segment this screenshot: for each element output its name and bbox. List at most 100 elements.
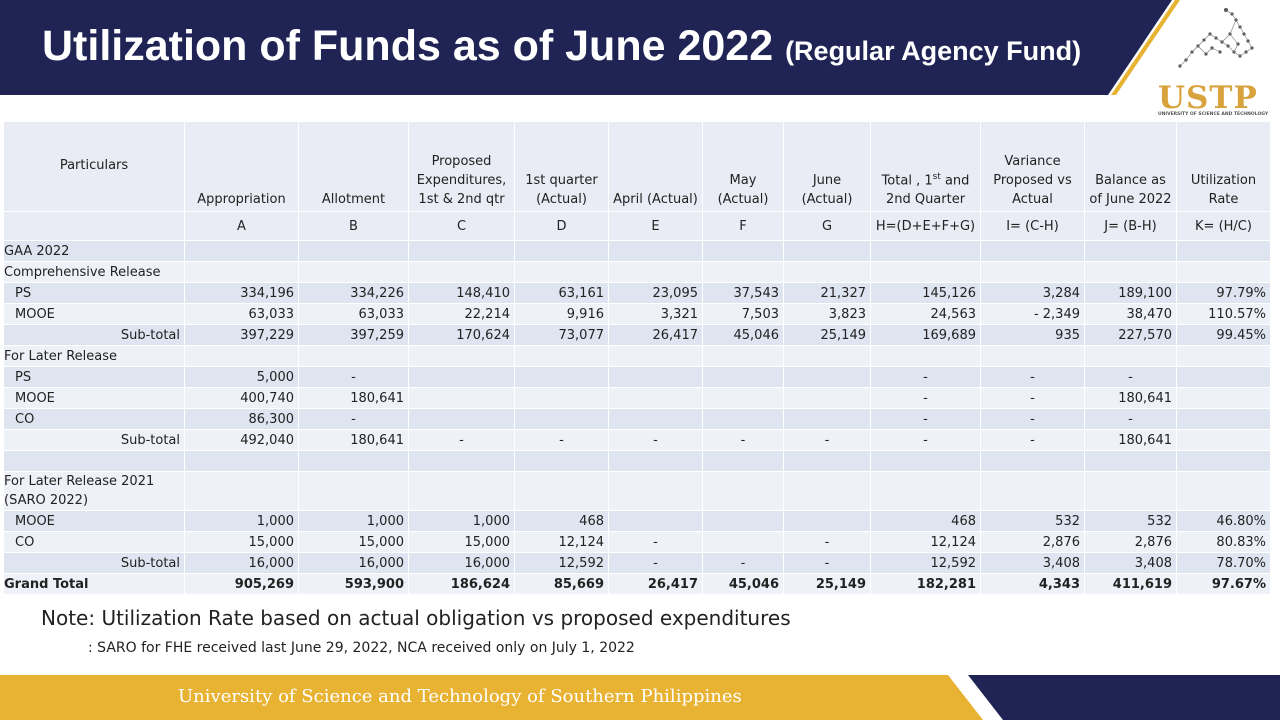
table-cell: 468 [514,510,609,532]
header-variance: Variance Proposed vs Actual [980,121,1085,212]
table-cell [298,450,409,472]
table-cell [1176,387,1271,409]
table-cell: - [870,387,981,409]
row-label: For Later Release 2021 (SARO 2022) [3,471,185,511]
header-april: April (Actual) [608,121,703,212]
table-cell: 3,321 [608,303,703,325]
table-cell [870,261,981,283]
table-body: GAA 2022 Comprehensive Release PS 334,196 33… [3,240,1271,595]
table-cell [608,366,703,388]
table-cell [608,345,703,367]
table-cell: 182,281 [870,573,981,595]
table-cell: 9,916 [514,303,609,325]
table-cell: 3,823 [783,303,871,325]
table-cell: 180,641 [1084,387,1177,409]
table-row: For Later Release [3,345,1271,367]
table-cell [608,510,703,532]
table-cell [514,408,609,430]
table-cell [608,261,703,283]
header-allotment: Allotment [298,121,409,212]
column-letter: D [514,211,609,241]
table-cell: 63,161 [514,282,609,304]
table-cell: - [408,429,515,451]
table-cell [408,240,515,262]
table-cell [1084,471,1177,511]
table-cell [184,345,299,367]
header-proposed: Proposed Expenditures, 1st & 2nd qtr [408,121,515,212]
table-cell: - [870,408,981,430]
table-cell [702,450,784,472]
table-cell [184,240,299,262]
table-cell: 180,641 [298,429,409,451]
table-cell: 46.80% [1176,510,1271,532]
table-cell: 935 [980,324,1085,346]
table-row: Sub-total 397,229 397,259 170,624 73,077 26,4… [3,324,1271,346]
table-cell: 4,343 [980,573,1085,595]
table-cell: - [1084,366,1177,388]
table-cell: 2,876 [1084,531,1177,553]
table-cell [783,387,871,409]
table-cell: 468 [870,510,981,532]
table-cell [980,240,1085,262]
table-cell: 3,408 [980,552,1085,574]
table-cell [1084,261,1177,283]
table-cell [408,408,515,430]
table-cell: 334,226 [298,282,409,304]
table-cell: 1,000 [408,510,515,532]
table-cell: - [783,531,871,553]
table-row: For Later Release 2021 (SARO 2022) [3,471,1271,511]
table-cell [1176,366,1271,388]
row-label: PS [3,282,185,304]
table-cell: - [702,429,784,451]
table-cell: - [980,408,1085,430]
table-cell: 45,046 [702,324,784,346]
row-label: MOOE [3,387,185,409]
table-cell [783,471,871,511]
column-letter: C [408,211,515,241]
table-cell: 145,126 [870,282,981,304]
university-logo [1178,8,1254,68]
table-cell [702,510,784,532]
column-letter: A [184,211,299,241]
grand-total-row: Grand Total 905,269 593,900 186,624 85,669 26… [3,573,1271,595]
table-cell: 97.67% [1176,573,1271,595]
row-label: Comprehensive Release [3,261,185,283]
table-cell [870,471,981,511]
table-cell [702,261,784,283]
table-cell: 169,689 [870,324,981,346]
note-saro: : SARO for FHE received last June 29, 20… [88,640,635,656]
header-appropriation: Appropriation [184,121,299,212]
table-cell: 23,095 [608,282,703,304]
table-cell [1176,450,1271,472]
table-row: PS 5,000- - - - [3,366,1271,388]
table-cell [702,408,784,430]
column-letter: B [298,211,409,241]
table-cell [608,408,703,430]
table-cell: - [980,387,1085,409]
table-cell: 73,077 [514,324,609,346]
logo-tagline: UNIVERSITY OF SCIENCE AND TECHNOLOGY [1158,112,1269,117]
table-cell: 148,410 [408,282,515,304]
header-particulars: Particulars [3,121,185,212]
table-row: MOOE 1,000 1,000 1,000 468 468 532 532 46.80% [3,510,1271,532]
table-cell [1176,408,1271,430]
table-cell [514,450,609,472]
table-cell: 15,000 [408,531,515,553]
table-cell [608,471,703,511]
table-row [3,450,1271,472]
table-cell [1176,429,1271,451]
table-cell: 1,000 [184,510,299,532]
footer-university-name: University of Science and Technology of … [178,686,742,707]
column-letter: K= (H/C) [1176,211,1271,241]
table-cell [1176,471,1271,511]
table-cell [783,366,871,388]
table-cell: 532 [1084,510,1177,532]
table-cell: 37,543 [702,282,784,304]
table-cell: 21,327 [783,282,871,304]
table-cell: 227,570 [1084,324,1177,346]
table-cell: 397,229 [184,324,299,346]
table-cell [184,450,299,472]
letters-blank [3,211,185,241]
title-main: Utilization of Funds as of June 2022 [42,22,774,70]
row-label: Sub-total [3,552,185,574]
